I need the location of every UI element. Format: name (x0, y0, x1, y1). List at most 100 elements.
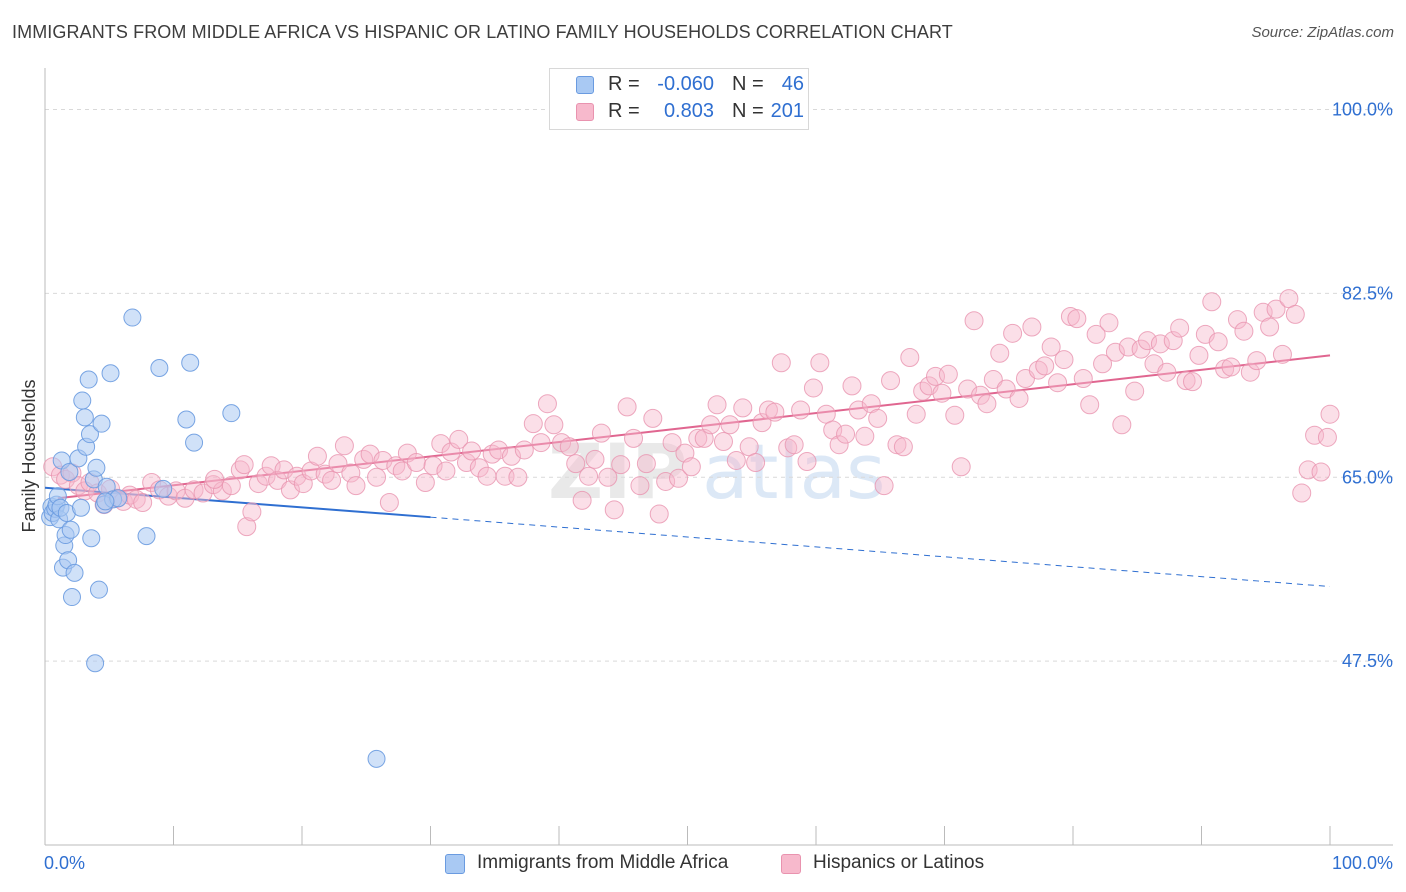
pink-point (354, 449, 374, 469)
pink-point (1311, 462, 1331, 482)
axes (44, 68, 1393, 846)
pink-point (436, 461, 456, 481)
pink-point (733, 398, 753, 418)
pink-point (726, 450, 746, 470)
pink-point (346, 476, 366, 496)
blue-point (92, 414, 111, 433)
blue-point (87, 458, 106, 477)
pink-point (681, 457, 701, 477)
blue-legend-swatch (445, 854, 465, 874)
blue-point (65, 563, 84, 582)
pink-point (771, 353, 791, 373)
pink-point (746, 453, 766, 473)
pink-point (630, 476, 650, 496)
legend-item-pink[interactable]: Hispanics or Latinos (781, 852, 1011, 878)
pink-point (1125, 381, 1145, 401)
pink-point (791, 400, 811, 420)
pink-point (1073, 368, 1093, 388)
blue-point (73, 391, 92, 410)
pink-point (373, 450, 393, 470)
pink-point (752, 413, 772, 433)
pink-point (1093, 354, 1113, 374)
y-tick-label: 100.0% (1332, 100, 1393, 120)
pink-point (1009, 388, 1029, 408)
pink-point (537, 394, 557, 414)
legend-label-pink: Hispanics or Latinos (813, 852, 985, 873)
blue-point (181, 353, 200, 372)
pink-point (193, 483, 213, 503)
pink-point (701, 415, 721, 435)
blue-point (60, 463, 79, 482)
pink-point (242, 502, 262, 522)
pink-point (1112, 415, 1132, 435)
pink-point (256, 466, 276, 486)
pink-point (248, 474, 268, 494)
pink-point (1320, 404, 1340, 424)
pink-point (531, 433, 551, 453)
pink-point (1003, 323, 1023, 343)
blue-point (62, 588, 81, 607)
pink-point (406, 453, 426, 473)
pink-point (591, 423, 611, 443)
blue-point (82, 529, 101, 548)
pink-point (803, 378, 823, 398)
blue-point (185, 433, 204, 452)
stats-row-pink: R = 0.803 N = 201 (550, 100, 810, 126)
legend-label-blue: Immigrants from Middle Africa (477, 852, 729, 873)
blue-point (89, 580, 108, 599)
pink-point (386, 456, 406, 476)
pink-point (617, 397, 637, 417)
pink-point (797, 452, 817, 471)
pink-point (449, 429, 469, 449)
pink-point (1054, 350, 1074, 370)
blue-point (150, 358, 169, 377)
stats-legend-box: R = -0.060 N = 46 R = 0.803 N = 201 (549, 68, 809, 130)
pink-point (990, 343, 1010, 363)
pink-point (1189, 345, 1209, 365)
pink-point (662, 433, 682, 453)
pink-point (1099, 313, 1119, 333)
pink-point (328, 454, 348, 474)
pink-point (1183, 372, 1203, 392)
pink-point (334, 436, 354, 456)
pink-point (1221, 357, 1241, 377)
pink-point (765, 402, 785, 422)
blue-point (61, 520, 80, 539)
pink-point (810, 353, 830, 373)
pink-point (1272, 344, 1292, 364)
blue-point (79, 370, 98, 389)
pink-point (572, 490, 592, 510)
pink-point (544, 415, 564, 435)
pink-point (1022, 317, 1042, 337)
pink-point (784, 435, 804, 455)
n-value: 46 (781, 73, 804, 95)
pink-point (566, 454, 586, 474)
legend-item-blue[interactable]: Immigrants from Middle Africa (445, 852, 755, 878)
pink-point (415, 473, 435, 493)
pink-point (713, 432, 733, 452)
pink-point (1170, 318, 1190, 338)
pink-point (881, 371, 901, 391)
pink-point (656, 471, 676, 491)
pink-point (133, 492, 153, 512)
pink-point (996, 379, 1016, 399)
pink-point (1080, 395, 1100, 415)
n-value: 201 (770, 100, 804, 122)
pink-point (1227, 310, 1247, 330)
pink-point (212, 481, 232, 501)
blue-point (86, 654, 105, 673)
pink-point (514, 440, 534, 460)
pink-point (1266, 299, 1286, 319)
blue-point (367, 749, 386, 768)
r-label: R = (608, 100, 640, 122)
y-tick-label: 47.5% (1342, 651, 1393, 671)
pink-point (287, 466, 307, 486)
x-tick-label-min: 0.0% (44, 853, 85, 873)
pink-point (1285, 304, 1305, 324)
pink-point (523, 414, 543, 434)
y-axis-label: Family Households (19, 379, 39, 532)
pink-series (43, 289, 1340, 537)
pink-point (1247, 351, 1267, 371)
y-tick-label: 65.0% (1342, 467, 1393, 487)
pink-point (611, 455, 631, 475)
